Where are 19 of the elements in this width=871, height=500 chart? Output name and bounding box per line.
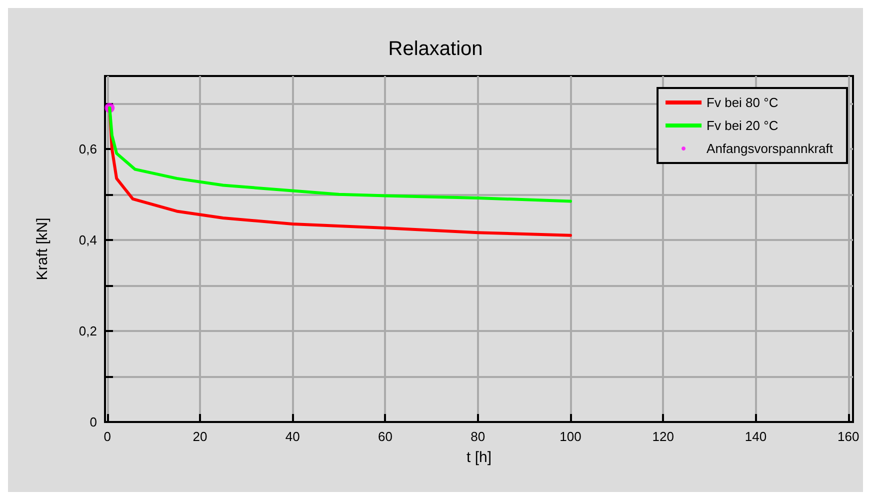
x-tick-label: 60 <box>378 429 392 444</box>
x-tick-label: 140 <box>744 429 767 444</box>
x-tick-label: 120 <box>652 429 674 444</box>
y-tick-label: 0,6 <box>78 141 97 156</box>
legend-label: Fv bei 80 °C <box>706 95 778 110</box>
chart-title: Relaxation <box>388 38 483 60</box>
x-tick-label: 20 <box>192 429 208 444</box>
y-tick-label: 0,2 <box>78 323 97 338</box>
y-tick-label: 0 <box>90 414 97 430</box>
legend-label: Anfangsvorspannkraft <box>706 141 834 156</box>
x-tick-label: 80 <box>470 429 486 444</box>
legend-label: Fv bei 20 °C <box>706 118 778 133</box>
x-tick-label: 0 <box>104 429 111 444</box>
y-axis-title: Kraft [kN] <box>34 218 51 280</box>
x-axis-title: t [h] <box>466 449 492 466</box>
x-tick-label: 100 <box>560 429 582 444</box>
x-tick-label: 160 <box>838 429 860 444</box>
x-tick-label: 40 <box>285 429 300 444</box>
y-tick-label: 0,4 <box>78 232 97 248</box>
